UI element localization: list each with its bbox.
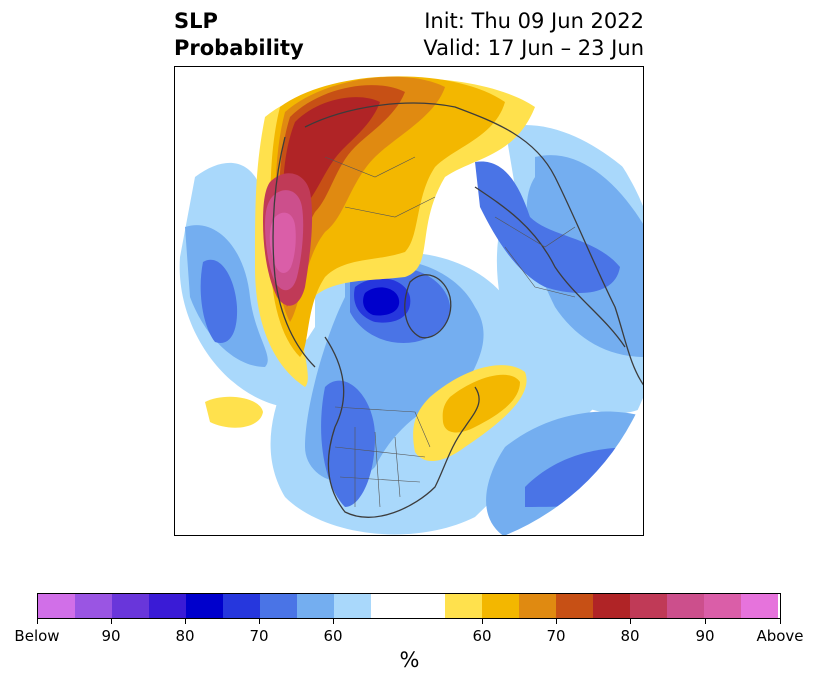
tick-label: 80	[175, 627, 195, 645]
border-line	[334, 446, 426, 458]
colorbar-segment	[556, 594, 593, 618]
coastline-europe	[474, 186, 626, 348]
tick-label: 80	[620, 627, 640, 645]
polar-map	[174, 66, 644, 536]
region-blue2-europe	[475, 161, 620, 293]
region-blue2-pacific	[200, 259, 238, 343]
tick-mark	[482, 619, 483, 624]
tick-label: 90	[101, 627, 121, 645]
tick-label: Above	[756, 627, 804, 645]
tick-mark	[111, 619, 112, 624]
region-blue4-greenland-core	[363, 287, 400, 316]
tick-mark	[333, 619, 334, 624]
tick-mark	[185, 619, 186, 624]
date-info: Init: Thu 09 Jun 2022 Valid: 17 Jun – 23…	[423, 8, 644, 62]
borders	[324, 156, 576, 508]
border-line	[394, 436, 401, 498]
colorbar-unit: %	[399, 648, 420, 672]
tick-label: 60	[323, 627, 343, 645]
coastline-north-america	[324, 336, 480, 518]
tick-mark	[37, 619, 38, 624]
tick-mark	[705, 619, 706, 624]
border-line	[334, 406, 431, 448]
tick-label: 90	[695, 627, 715, 645]
valid-range: Valid: 17 Jun – 23 Jun	[423, 36, 644, 60]
colorbar	[37, 593, 781, 619]
colorbar-segment	[519, 594, 556, 618]
tick-mark	[556, 619, 557, 624]
colorbar-segment	[704, 594, 741, 618]
region-blue2-usa	[321, 380, 375, 507]
probability-field	[179, 76, 643, 535]
region-yellow-pacific	[205, 396, 263, 428]
tick-label: Below	[14, 627, 60, 645]
coastline-greenland	[404, 274, 452, 339]
colorbar-segment	[75, 594, 112, 618]
title-line-1: SLP	[174, 9, 218, 33]
title-line-2: Probability	[174, 36, 304, 60]
colorbar-segment	[186, 594, 223, 618]
coastline-pacific-asia	[272, 136, 316, 368]
border-line	[374, 431, 381, 508]
colorbar-segment	[667, 594, 704, 618]
tick-label: 60	[472, 627, 492, 645]
colorbar-segment	[223, 594, 260, 618]
border-line	[324, 156, 416, 178]
colorbar-segment	[741, 594, 778, 618]
region-gold-atlantic	[442, 374, 520, 433]
border-line	[344, 196, 436, 218]
tick-mark	[259, 619, 260, 624]
colorbar-segment	[371, 594, 445, 618]
init-date: Init: Thu 09 Jun 2022	[424, 9, 644, 33]
tick-mark	[780, 619, 781, 624]
colorbar-segment	[630, 594, 667, 618]
colorbar-segment	[38, 594, 75, 618]
border-line	[494, 216, 576, 248]
probability-map-svg	[179, 76, 643, 535]
tick-label: 70	[249, 627, 269, 645]
border-line	[504, 246, 576, 298]
border-line	[339, 476, 421, 483]
colorbar-segment	[297, 594, 334, 618]
tick-mark	[630, 619, 631, 624]
coastlines	[272, 102, 643, 518]
colorbar-segment	[482, 594, 519, 618]
colorbar-segment	[334, 594, 371, 618]
colorbar-segment	[112, 594, 149, 618]
region-magenta-siberia	[269, 212, 296, 273]
colorbar-segment	[445, 594, 482, 618]
colorbar-segment	[149, 594, 186, 618]
chart-title: SLP Probability	[174, 8, 304, 62]
region-red-siberia	[283, 97, 380, 283]
tick-label: 70	[546, 627, 566, 645]
colorbar-segment	[260, 594, 297, 618]
colorbar-segment	[593, 594, 630, 618]
coastline-eurasia	[304, 102, 643, 386]
